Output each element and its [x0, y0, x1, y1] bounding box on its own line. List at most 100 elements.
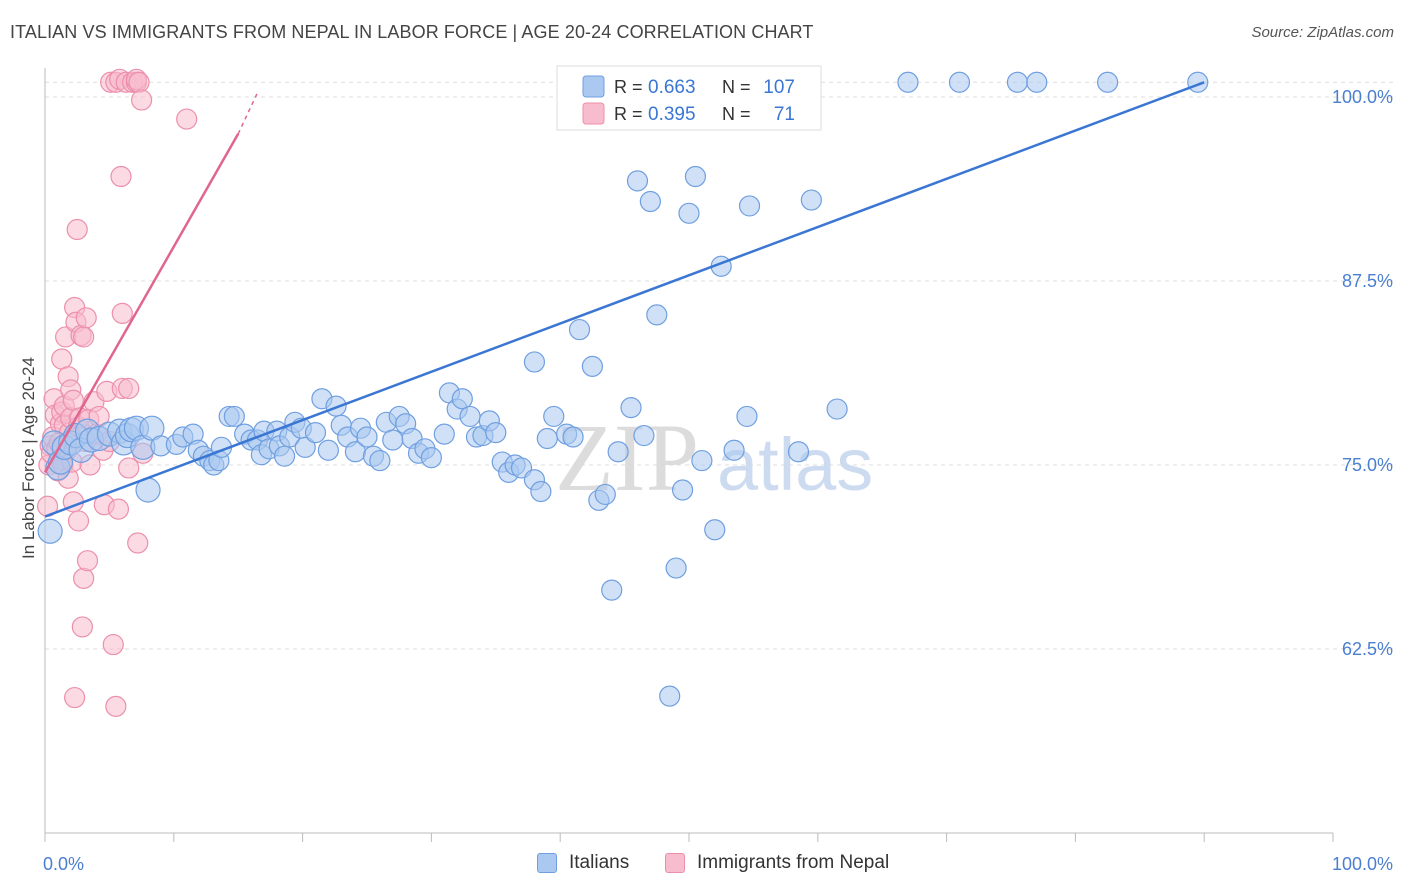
legend-swatch-italians-bottom [537, 853, 557, 873]
italian-point-80 [543, 405, 565, 428]
italian-point-40 [273, 445, 296, 467]
italian-point-112 [1026, 71, 1048, 93]
legend-r-label-italians: R = [614, 77, 643, 97]
italian-point-95 [659, 685, 681, 707]
italian-point-103 [723, 439, 745, 461]
grid-lines [45, 81, 1395, 650]
nepal-point-36 [71, 616, 93, 638]
italian-point-31 [223, 405, 245, 428]
nepal-point-51 [102, 633, 124, 656]
nepal-point-70 [176, 108, 198, 130]
nepal-point-41 [76, 550, 99, 572]
italian-point-68 [459, 405, 481, 428]
nepal-point-13 [51, 348, 73, 370]
y-axis-label: In Labor Force | Age 20-24 [19, 357, 38, 559]
legend-swatch-nepal-bottom [665, 853, 685, 873]
italian-point-88 [601, 579, 623, 601]
x-tick-label-max: 100.0% [1332, 854, 1393, 874]
italian-point-113 [1096, 71, 1119, 93]
italian-point-87 [594, 483, 616, 506]
italian-point-92 [633, 424, 655, 447]
y-tick-label-3: 100.0% [1332, 87, 1393, 107]
legend-label-nepal: Immigrants from Nepal [697, 852, 890, 873]
italian-point-93 [639, 190, 661, 213]
source-credit: Source: ZipAtlas.com [1251, 24, 1394, 41]
italian-point-110 [948, 71, 971, 93]
chart-title: ITALIAN VS IMMIGRANTS FROM NEPAL IN LABO… [10, 22, 814, 42]
nepal-point-38 [73, 326, 95, 348]
legend-top: R = 0.663 N = 107 R = 0.395 N = 71 [556, 65, 822, 131]
italian-point-98 [678, 202, 700, 224]
legend-item-italians: Italians [537, 852, 629, 874]
italian-point-105 [738, 195, 761, 217]
y-tick-label-1: 75.0% [1342, 455, 1393, 475]
italian-point-108 [826, 398, 848, 420]
legend-bottom: Italians Immigrants from Nepal [0, 852, 1406, 878]
italian-point-111 [1006, 71, 1029, 93]
nepal-point-37 [73, 567, 95, 589]
nepal-point-40 [75, 307, 97, 329]
legend-n-label-nepal: N = [722, 104, 751, 124]
italian-point-55 [369, 449, 391, 472]
italian-point-107 [800, 189, 822, 211]
italian-point-19 [139, 415, 165, 441]
italian-point-100 [691, 449, 713, 472]
legend-swatch-nepal [582, 102, 605, 125]
watermark: ZIP atlas [555, 404, 873, 511]
legend-n-value-nepal: 71 [774, 104, 795, 125]
italian-point-114 [1187, 71, 1209, 93]
trend-line-nepal-extension [237, 92, 259, 135]
trend-line-italians [44, 81, 1205, 518]
nepal-point-59 [111, 302, 133, 324]
nepal-point-26 [62, 389, 84, 411]
watermark-atlas: atlas [717, 423, 873, 506]
italian-point-45 [304, 422, 327, 444]
italian-point-101 [704, 519, 726, 541]
x-tick-label-min: 0.0% [43, 854, 84, 874]
nepal-point-28 [64, 686, 86, 709]
italian-point-83 [523, 351, 546, 373]
legend-swatch-italians [582, 75, 605, 98]
nepal-point-53 [107, 498, 130, 520]
italian-point-96 [665, 557, 687, 579]
italian-point-72 [485, 422, 507, 444]
italian-point-84 [568, 318, 591, 341]
nepal-point-68 [127, 532, 149, 554]
italian-point-85 [581, 355, 604, 377]
italian-point-53 [356, 426, 378, 448]
nepal-point-52 [105, 695, 127, 718]
legend-r-value-italians: 0.663 [648, 77, 696, 98]
italian-point-63 [420, 447, 442, 469]
legend-n-value-italians: 107 [763, 77, 795, 98]
legend-r-value-nepal: 0.395 [648, 104, 696, 125]
italian-point-106 [787, 441, 810, 463]
y-tick-label-0: 62.5% [1342, 639, 1393, 659]
italian-point-67 [451, 388, 473, 410]
nepal-point-62 [118, 457, 140, 479]
italian-point-57 [382, 429, 404, 451]
italian-point-89 [607, 441, 629, 463]
italian-point-104 [736, 405, 758, 428]
nepal-point-67 [131, 89, 153, 111]
italian-point-97 [671, 479, 694, 501]
italian-point-79 [536, 427, 558, 450]
legend-n-label-italians: N = [722, 77, 751, 97]
italian-point-82 [562, 426, 584, 448]
y-tick-labels: 62.5% 75.0% 87.5% 100.0% [1332, 87, 1393, 659]
nepal-point-31 [66, 218, 88, 241]
italian-point-90 [620, 396, 642, 419]
italian-point-94 [646, 304, 668, 326]
legend-item-nepal: Immigrants from Nepal [665, 852, 889, 874]
italian-point-91 [626, 170, 649, 192]
italian-point-64 [433, 423, 455, 445]
trend-lines [43, 81, 1205, 518]
italian-point-0 [37, 518, 63, 544]
trend-line-nepal [43, 133, 240, 473]
italian-point-78 [530, 480, 552, 503]
italian-point-44 [294, 436, 316, 458]
italian-point-99 [684, 165, 707, 188]
nepal-point-58 [110, 165, 132, 188]
legend-label-italians: Italians [569, 852, 630, 873]
nepal-point-66 [128, 71, 150, 93]
